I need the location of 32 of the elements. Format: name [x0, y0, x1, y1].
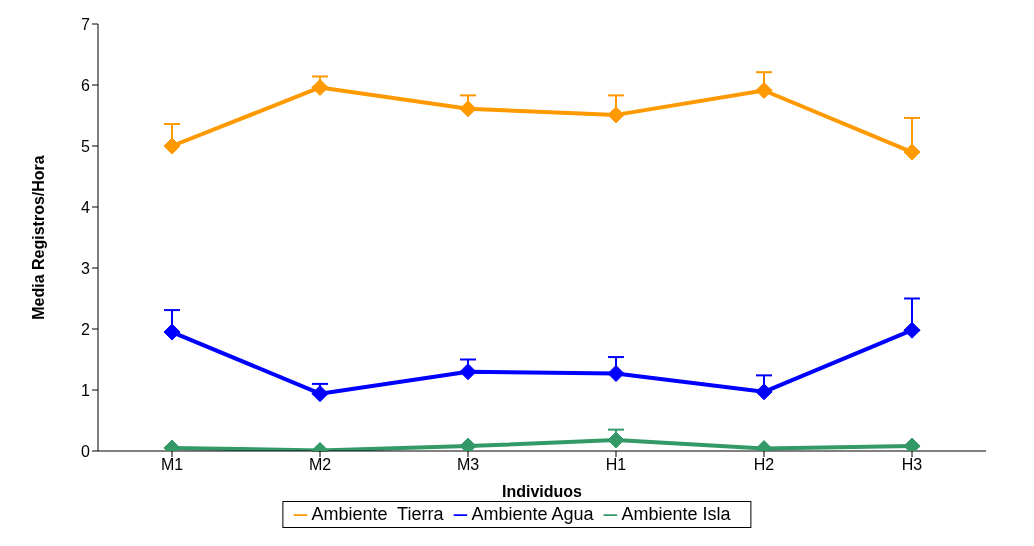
- x-tick-label: H1: [605, 456, 627, 474]
- point: [755, 81, 773, 99]
- point: [903, 143, 921, 161]
- point: [607, 106, 625, 124]
- x-tick-label: M3: [456, 456, 480, 474]
- point: [755, 383, 773, 401]
- y-tick-label: 0: [81, 442, 91, 460]
- x-tick-label: M1: [160, 456, 184, 474]
- y-tick-label: 6: [81, 76, 91, 94]
- point: [163, 323, 181, 341]
- point: [903, 321, 921, 339]
- legend-label: Ambiente Agua: [471, 504, 594, 524]
- y-axis-title: Media Registros/Hora: [29, 155, 47, 320]
- point: [163, 137, 181, 155]
- y-tick-label: 1: [81, 381, 91, 399]
- point: [607, 365, 625, 383]
- y-tick-label: 7: [81, 15, 91, 33]
- y-tick-label: 5: [81, 137, 91, 155]
- point: [311, 385, 329, 403]
- point: [607, 431, 625, 449]
- x-axis-title: Individuos: [502, 483, 583, 500]
- point: [459, 100, 477, 118]
- point: [311, 78, 329, 96]
- x-tick-label: H3: [901, 456, 923, 474]
- y-tick-label: 3: [81, 259, 91, 277]
- x-tick-label: M2: [308, 456, 332, 474]
- y-tick-label: 4: [81, 198, 91, 216]
- legend-label: Ambiente Tierra: [311, 504, 444, 524]
- y-tick-label: 2: [81, 320, 91, 338]
- x-tick-label: H2: [753, 456, 775, 474]
- legend-label: Ambiente Isla: [621, 504, 731, 524]
- point: [459, 363, 477, 381]
